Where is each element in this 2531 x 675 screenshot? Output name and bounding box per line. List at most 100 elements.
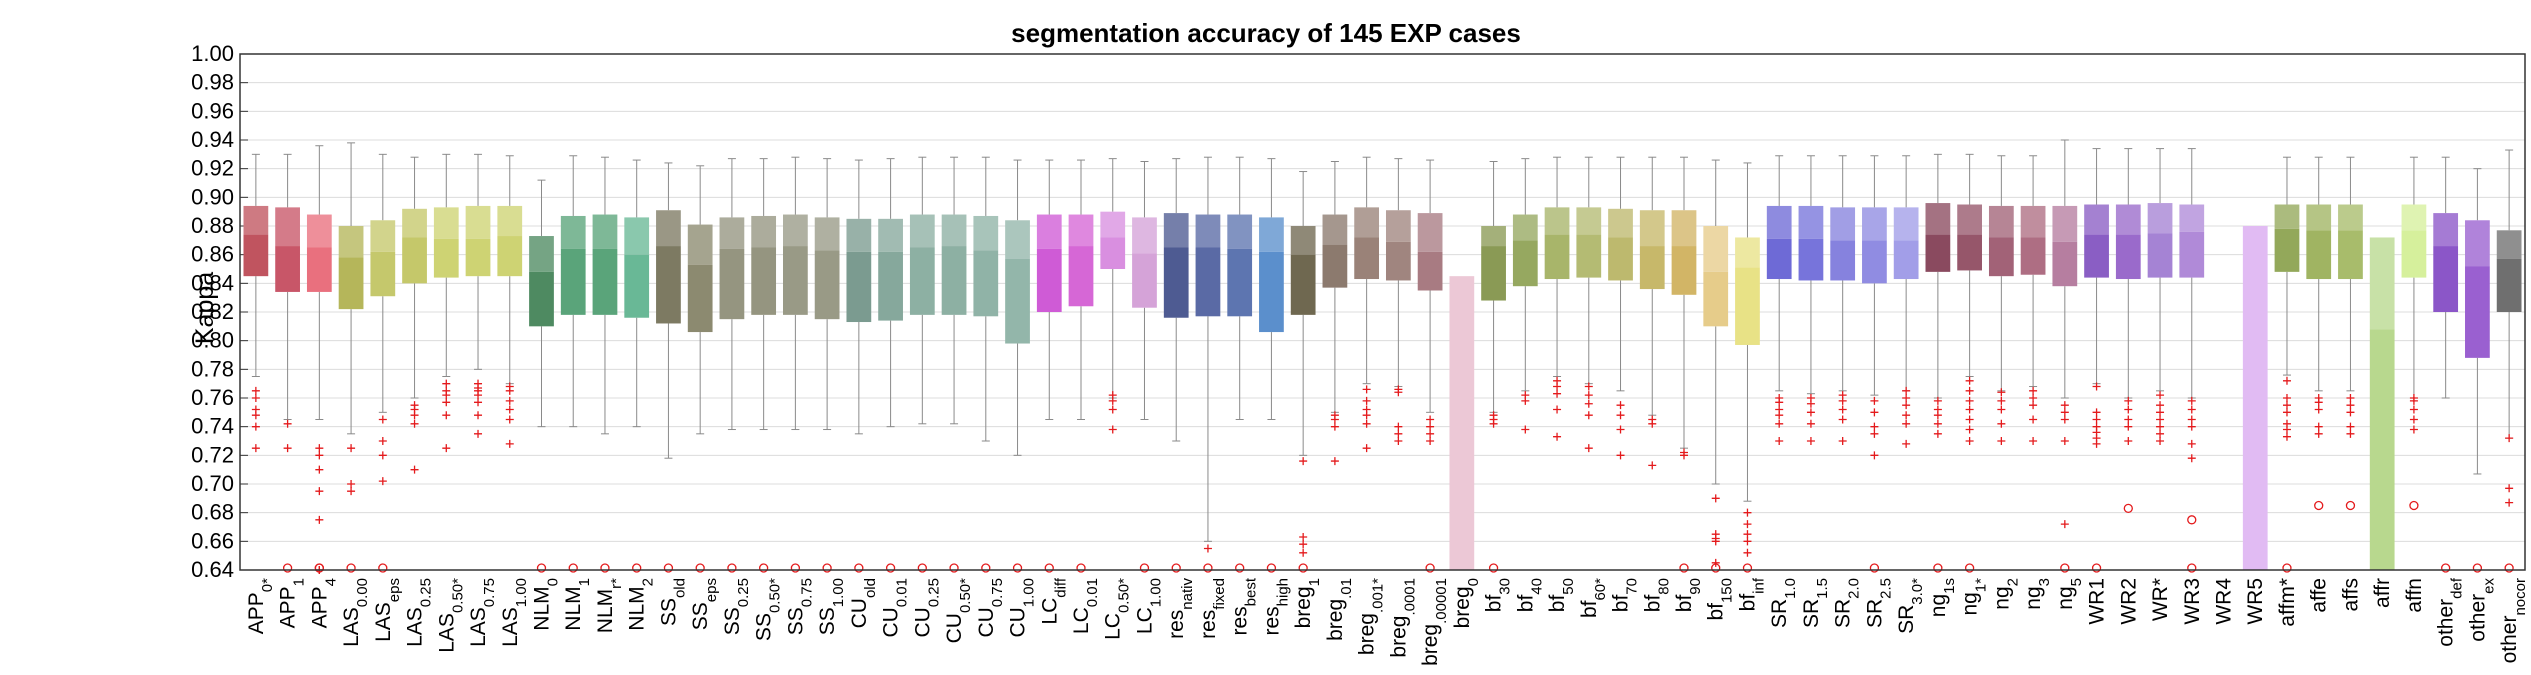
x-label-base: affm* xyxy=(2276,578,2299,627)
x-label-base: LC xyxy=(1038,598,1061,625)
x-label-base: breg xyxy=(1324,599,1347,641)
x-category-label: affs xyxy=(2339,578,2362,611)
x-label-base: bf xyxy=(1736,594,1759,612)
x-label-subscript: 0.75 xyxy=(988,578,1005,607)
outlier-circle xyxy=(1711,563,1721,573)
x-label-subscript: 1.00 xyxy=(1147,578,1164,607)
box-lower xyxy=(497,236,523,277)
x-label-base: CU xyxy=(911,607,934,637)
box-upper xyxy=(1163,213,1189,248)
outlier-plus xyxy=(474,429,483,438)
x-label-base: bf xyxy=(1546,595,1569,613)
outlier-circle xyxy=(632,563,642,573)
outlier-plus xyxy=(2060,401,2069,410)
outlier-circle xyxy=(2187,515,2197,525)
x-label-base: LAS xyxy=(467,607,490,647)
outlier-circle xyxy=(2282,563,2292,573)
x-category-label: ng2 xyxy=(1990,578,2021,610)
box-upper xyxy=(1036,214,1062,249)
y-tick-label: 0.70 xyxy=(191,471,234,496)
outlier-plus xyxy=(1711,494,1720,503)
outlier-circle xyxy=(1076,563,1086,573)
outlier-plus xyxy=(1299,540,1308,549)
x-label-subscript: 30 xyxy=(1496,578,1513,595)
outlier-plus xyxy=(1330,415,1339,424)
outlier-plus xyxy=(1806,408,1815,417)
outlier-plus xyxy=(315,451,324,460)
x-category-label: bf40 xyxy=(1514,578,1545,612)
outlier-plus xyxy=(1616,425,1625,434)
outlier-circle xyxy=(2187,563,2197,573)
x-label-subscript: 1 xyxy=(290,578,307,586)
outlier-plus xyxy=(2092,415,2101,424)
box-70 xyxy=(2465,168,2490,573)
x-category-label: WR4 xyxy=(2213,578,2236,625)
x-label-subscript: best xyxy=(1242,577,1259,606)
outlier-plus xyxy=(1870,422,1879,431)
outlier-plus xyxy=(1330,422,1339,431)
outlier-plus xyxy=(2092,439,2101,448)
box-20 xyxy=(878,158,903,573)
x-category-label: SR2.5 xyxy=(1863,578,1894,628)
outlier-plus xyxy=(1299,533,1308,542)
box-upper xyxy=(2020,205,2046,238)
outlier-plus xyxy=(283,419,292,428)
box-upper xyxy=(783,214,808,247)
box-28 xyxy=(1132,161,1157,573)
outlier-plus xyxy=(1838,396,1847,405)
x-label-base: APP xyxy=(277,586,300,628)
x-category-label: SR1.5 xyxy=(1800,578,1831,628)
outlier-plus xyxy=(2156,422,2165,431)
outlier-plus xyxy=(474,411,483,420)
y-tick-label: 0.76 xyxy=(191,385,234,410)
x-label-subscript: 80 xyxy=(1655,578,1672,595)
x-label-base: APP xyxy=(245,592,268,634)
box-upper xyxy=(1354,207,1380,238)
x-category-label: NLMr* xyxy=(594,578,625,633)
box-upper xyxy=(433,207,459,239)
y-tick-label: 0.84 xyxy=(191,270,234,295)
box-lower xyxy=(1417,251,1443,291)
x-category-label: ng1s xyxy=(1927,578,1958,617)
outlier-plus xyxy=(1362,411,1371,420)
box-lower xyxy=(941,246,967,315)
box-5 xyxy=(402,156,427,474)
box-lower xyxy=(1227,248,1253,317)
outlier-plus xyxy=(2156,415,2165,424)
x-label-base: SS xyxy=(816,607,839,635)
x-label-subscript: 0.50* xyxy=(957,578,974,613)
outlier-circle xyxy=(1139,563,1150,573)
chart-title: segmentation accuracy of 145 EXP cases xyxy=(1011,18,1521,48)
box-lower xyxy=(1354,237,1380,280)
outlier-plus xyxy=(1426,429,1435,438)
box-54 xyxy=(1957,153,1982,573)
outlier-plus xyxy=(251,422,260,431)
box-upper xyxy=(1798,205,1824,239)
outlier-plus xyxy=(347,480,356,488)
x-category-label: bf30 xyxy=(1483,578,1514,612)
outlier-circle xyxy=(1488,563,1499,573)
x-label-base: SR xyxy=(1768,599,1791,628)
outlier-circle xyxy=(1235,563,1245,573)
box-lower xyxy=(1132,253,1157,308)
x-label-base: ng xyxy=(2022,586,2045,609)
outlier-plus xyxy=(410,419,419,428)
box-lower xyxy=(306,247,332,292)
outlier-circle xyxy=(1171,563,1181,573)
outlier-plus xyxy=(2060,520,2069,529)
outlier-circle xyxy=(885,563,896,573)
outlier-plus xyxy=(1711,558,1720,567)
outlier-plus xyxy=(2409,425,2418,434)
y-tick-label: 0.94 xyxy=(191,127,234,152)
x-category-label: CU0.50* xyxy=(943,578,974,644)
box-lower xyxy=(2433,246,2459,312)
x-label-subscript: nocor xyxy=(2512,578,2529,616)
outlier-circle xyxy=(600,563,610,573)
outlier-plus xyxy=(1743,548,1752,557)
outlier-plus xyxy=(1616,411,1625,420)
box-59 xyxy=(2115,148,2141,514)
outlier-plus xyxy=(1997,396,2006,405)
outlier-plus xyxy=(1584,444,1593,453)
box-lower xyxy=(2306,230,2332,280)
box-upper xyxy=(1925,203,1951,235)
